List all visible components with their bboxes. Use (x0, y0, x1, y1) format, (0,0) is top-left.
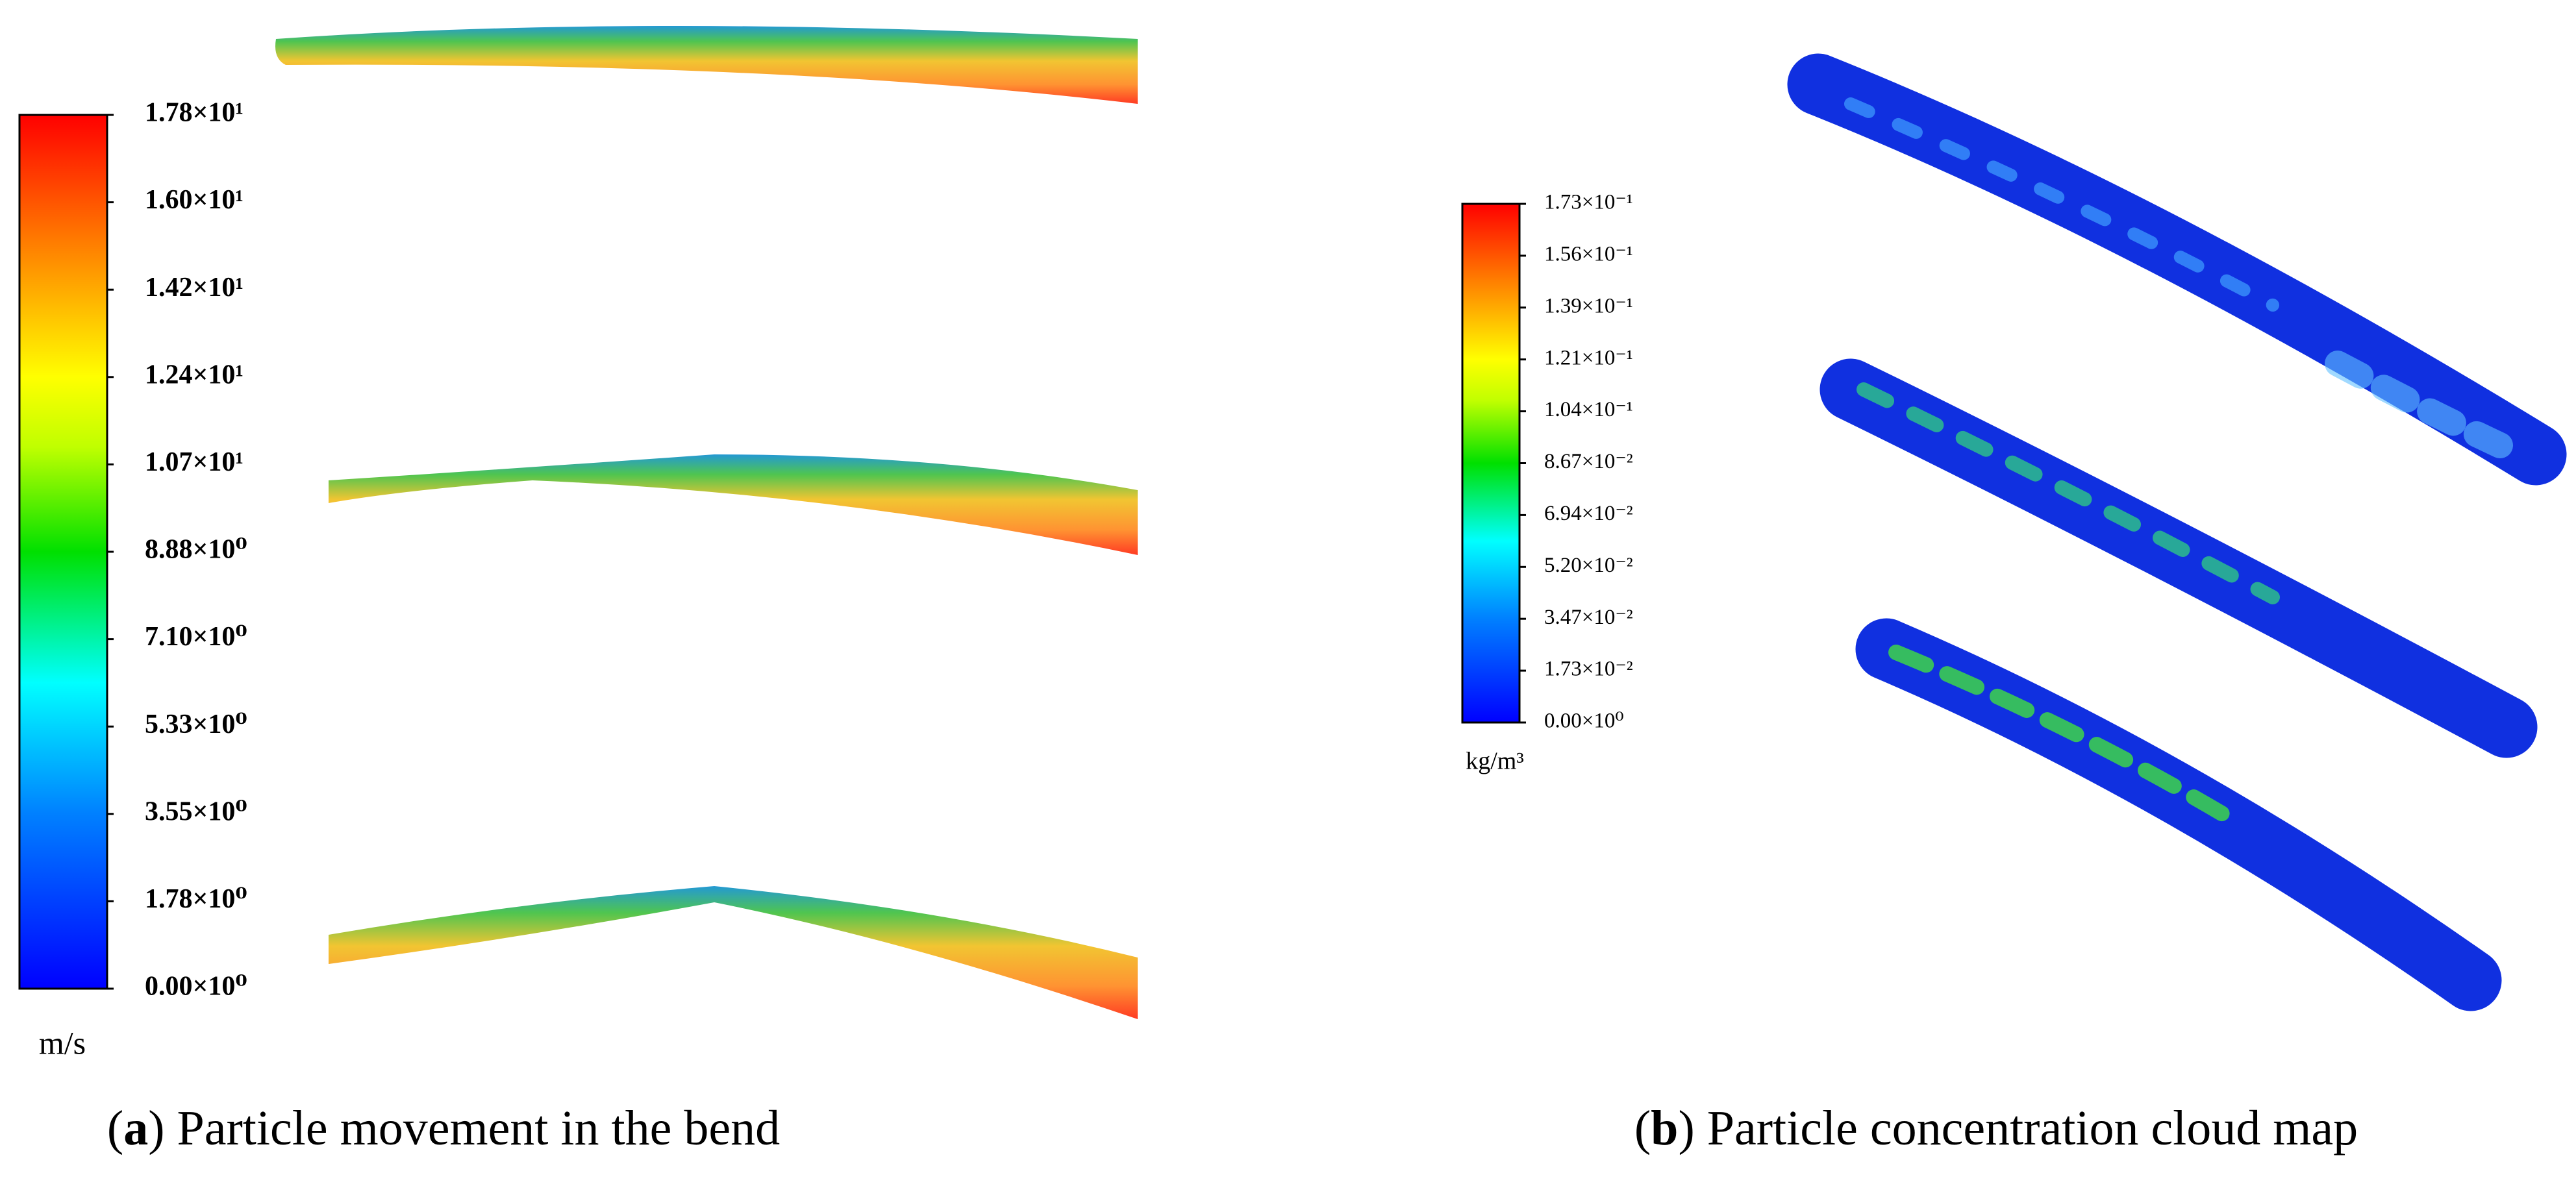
caption-part: ( (1634, 1101, 1651, 1155)
colorbar-label: 3.47×10⁻² (1544, 606, 1633, 629)
colorbar-label: 6.94×10⁻² (1544, 502, 1633, 525)
caption-part: b (1651, 1101, 1678, 1155)
colorbar-unit: kg/m³ (1466, 748, 1524, 775)
panel-a-streams (275, 26, 1138, 1019)
colorbar-label: 7.10×10⁰ (145, 622, 247, 652)
colorbar-label: 1.21×10⁻¹ (1544, 346, 1633, 369)
panel-b-tubes (1787, 53, 2567, 1011)
colorbar-label: 1.78×10¹ (145, 98, 244, 128)
colorbar-label: 5.33×10⁰ (145, 710, 247, 739)
caption-part: ) Particle concentration cloud map (1678, 1101, 2358, 1155)
colorbar-label: 1.07×10¹ (145, 447, 244, 477)
caption-part: ) Particle movement in the bend (148, 1101, 780, 1155)
caption-part: ( (107, 1101, 123, 1155)
colorbar-label: 1.73×10⁻¹ (1544, 191, 1633, 214)
colorbar-label: 1.24×10¹ (145, 360, 244, 389)
colorbar-label: 5.20×10⁻² (1544, 554, 1633, 577)
colorbar-label: 0.00×10⁰ (145, 972, 247, 1002)
colorbar-unit: m/s (39, 1024, 86, 1061)
colorbar-label: 1.04×10⁻¹ (1544, 398, 1633, 421)
colorbar-label: 3.55×10⁰ (145, 797, 247, 826)
colorbar-label: 1.39×10⁻¹ (1544, 294, 1633, 317)
colorbar (1461, 203, 1521, 724)
colorbar-label: 1.56×10⁻¹ (1544, 242, 1633, 266)
caption: (a) Particle movement in the bend (107, 1101, 780, 1155)
colorbar-label: 1.42×10¹ (145, 273, 244, 303)
colorbar-label: 1.73×10⁻² (1544, 658, 1633, 681)
colorbar-label: 1.60×10¹ (145, 185, 244, 215)
colorbar-label: 1.78×10⁰ (145, 884, 247, 914)
colorbar-label: 8.88×10⁰ (145, 535, 247, 565)
caption-part: a (123, 1101, 148, 1155)
colorbar-label: 8.67×10⁻² (1544, 450, 1633, 473)
colorbar-label: 0.00×10⁰ (1544, 710, 1624, 733)
caption: (b) Particle concentration cloud map (1634, 1101, 2358, 1155)
colorbar (18, 114, 108, 990)
